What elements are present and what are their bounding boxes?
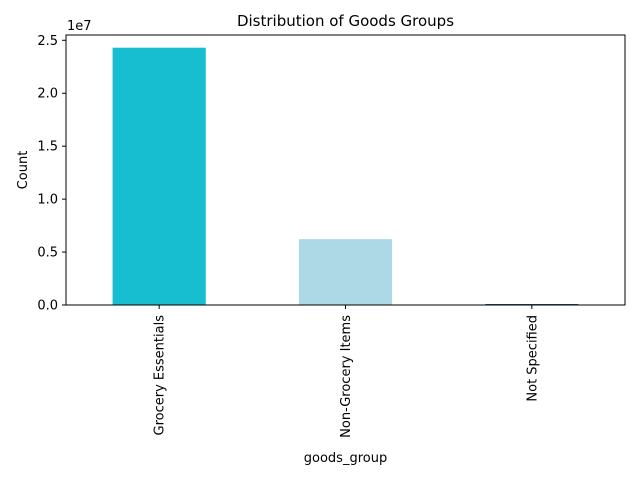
y-tick-label: 2.5 [37, 34, 58, 49]
plot-frame [65, 34, 626, 306]
x-axis-label: goods_group [304, 451, 387, 466]
y-tick-label: 0.5 [37, 246, 58, 261]
y-axis-label: Count [16, 151, 31, 190]
y-tick-label: 0.0 [37, 299, 58, 314]
x-tick-label: Grocery Essentials [153, 315, 168, 436]
chart-title: Distribution of Goods Groups [237, 12, 454, 30]
y-offset-text: 1e7 [67, 19, 92, 34]
bars-group [112, 47, 579, 306]
x-tick-label: Non-Grocery Items [339, 315, 354, 438]
y-tick-label: 2.0 [37, 87, 58, 102]
y-axis-ticks: 0.0 0.5 1.0 1.5 2.0 2.5 [37, 34, 66, 314]
y-tick-label: 1.0 [37, 193, 58, 208]
bar-1 [112, 47, 206, 306]
y-tick-label: 1.5 [37, 140, 58, 155]
bar-2 [298, 239, 393, 305]
x-axis-ticks: Grocery Essentials Non-Grocery Items Not S… [153, 305, 540, 438]
x-tick-label: Not Specified [525, 315, 540, 402]
